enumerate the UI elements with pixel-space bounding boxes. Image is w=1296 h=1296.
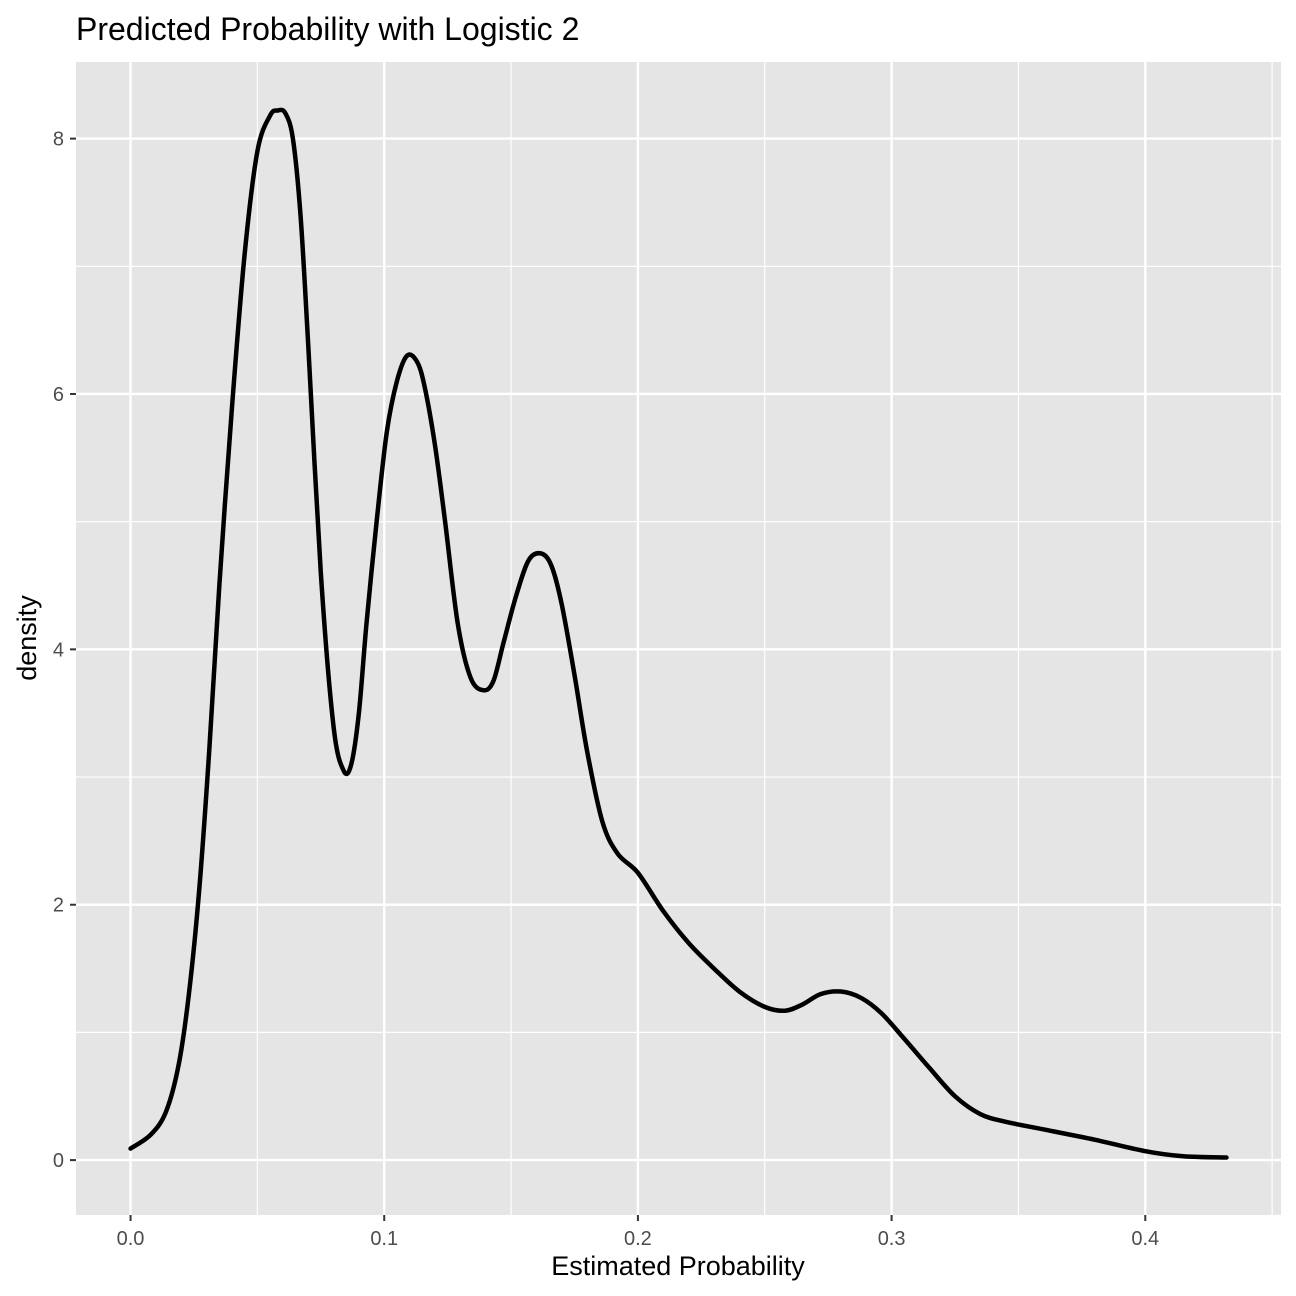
x-tick-label: 0.4 xyxy=(1131,1228,1159,1250)
y-tick-label: 2 xyxy=(53,895,64,917)
y-tick-label: 8 xyxy=(53,129,64,151)
x-tick-label: 0.1 xyxy=(370,1228,398,1250)
x-tick-label: 0.2 xyxy=(624,1228,652,1250)
y-tick-label: 6 xyxy=(53,384,64,406)
y-tick-label: 4 xyxy=(53,639,64,661)
x-tick-label: 0.0 xyxy=(117,1228,145,1250)
x-axis-title: Estimated Probability xyxy=(551,1251,805,1281)
x-tick-label: 0.3 xyxy=(878,1228,906,1250)
minor-gridlines xyxy=(76,62,1281,1215)
y-tick-label: 0 xyxy=(53,1150,64,1172)
plot-panel xyxy=(76,62,1281,1215)
density-curve xyxy=(128,107,1229,1160)
x-axis-ticks: 0.0 0.1 0.2 0.3 0.4 xyxy=(117,1215,1159,1250)
chart-title: Predicted Probability with Logistic 2 xyxy=(76,11,579,47)
y-axis-title: density xyxy=(12,595,42,681)
y-axis-ticks: 0 2 4 6 8 xyxy=(53,129,76,1172)
